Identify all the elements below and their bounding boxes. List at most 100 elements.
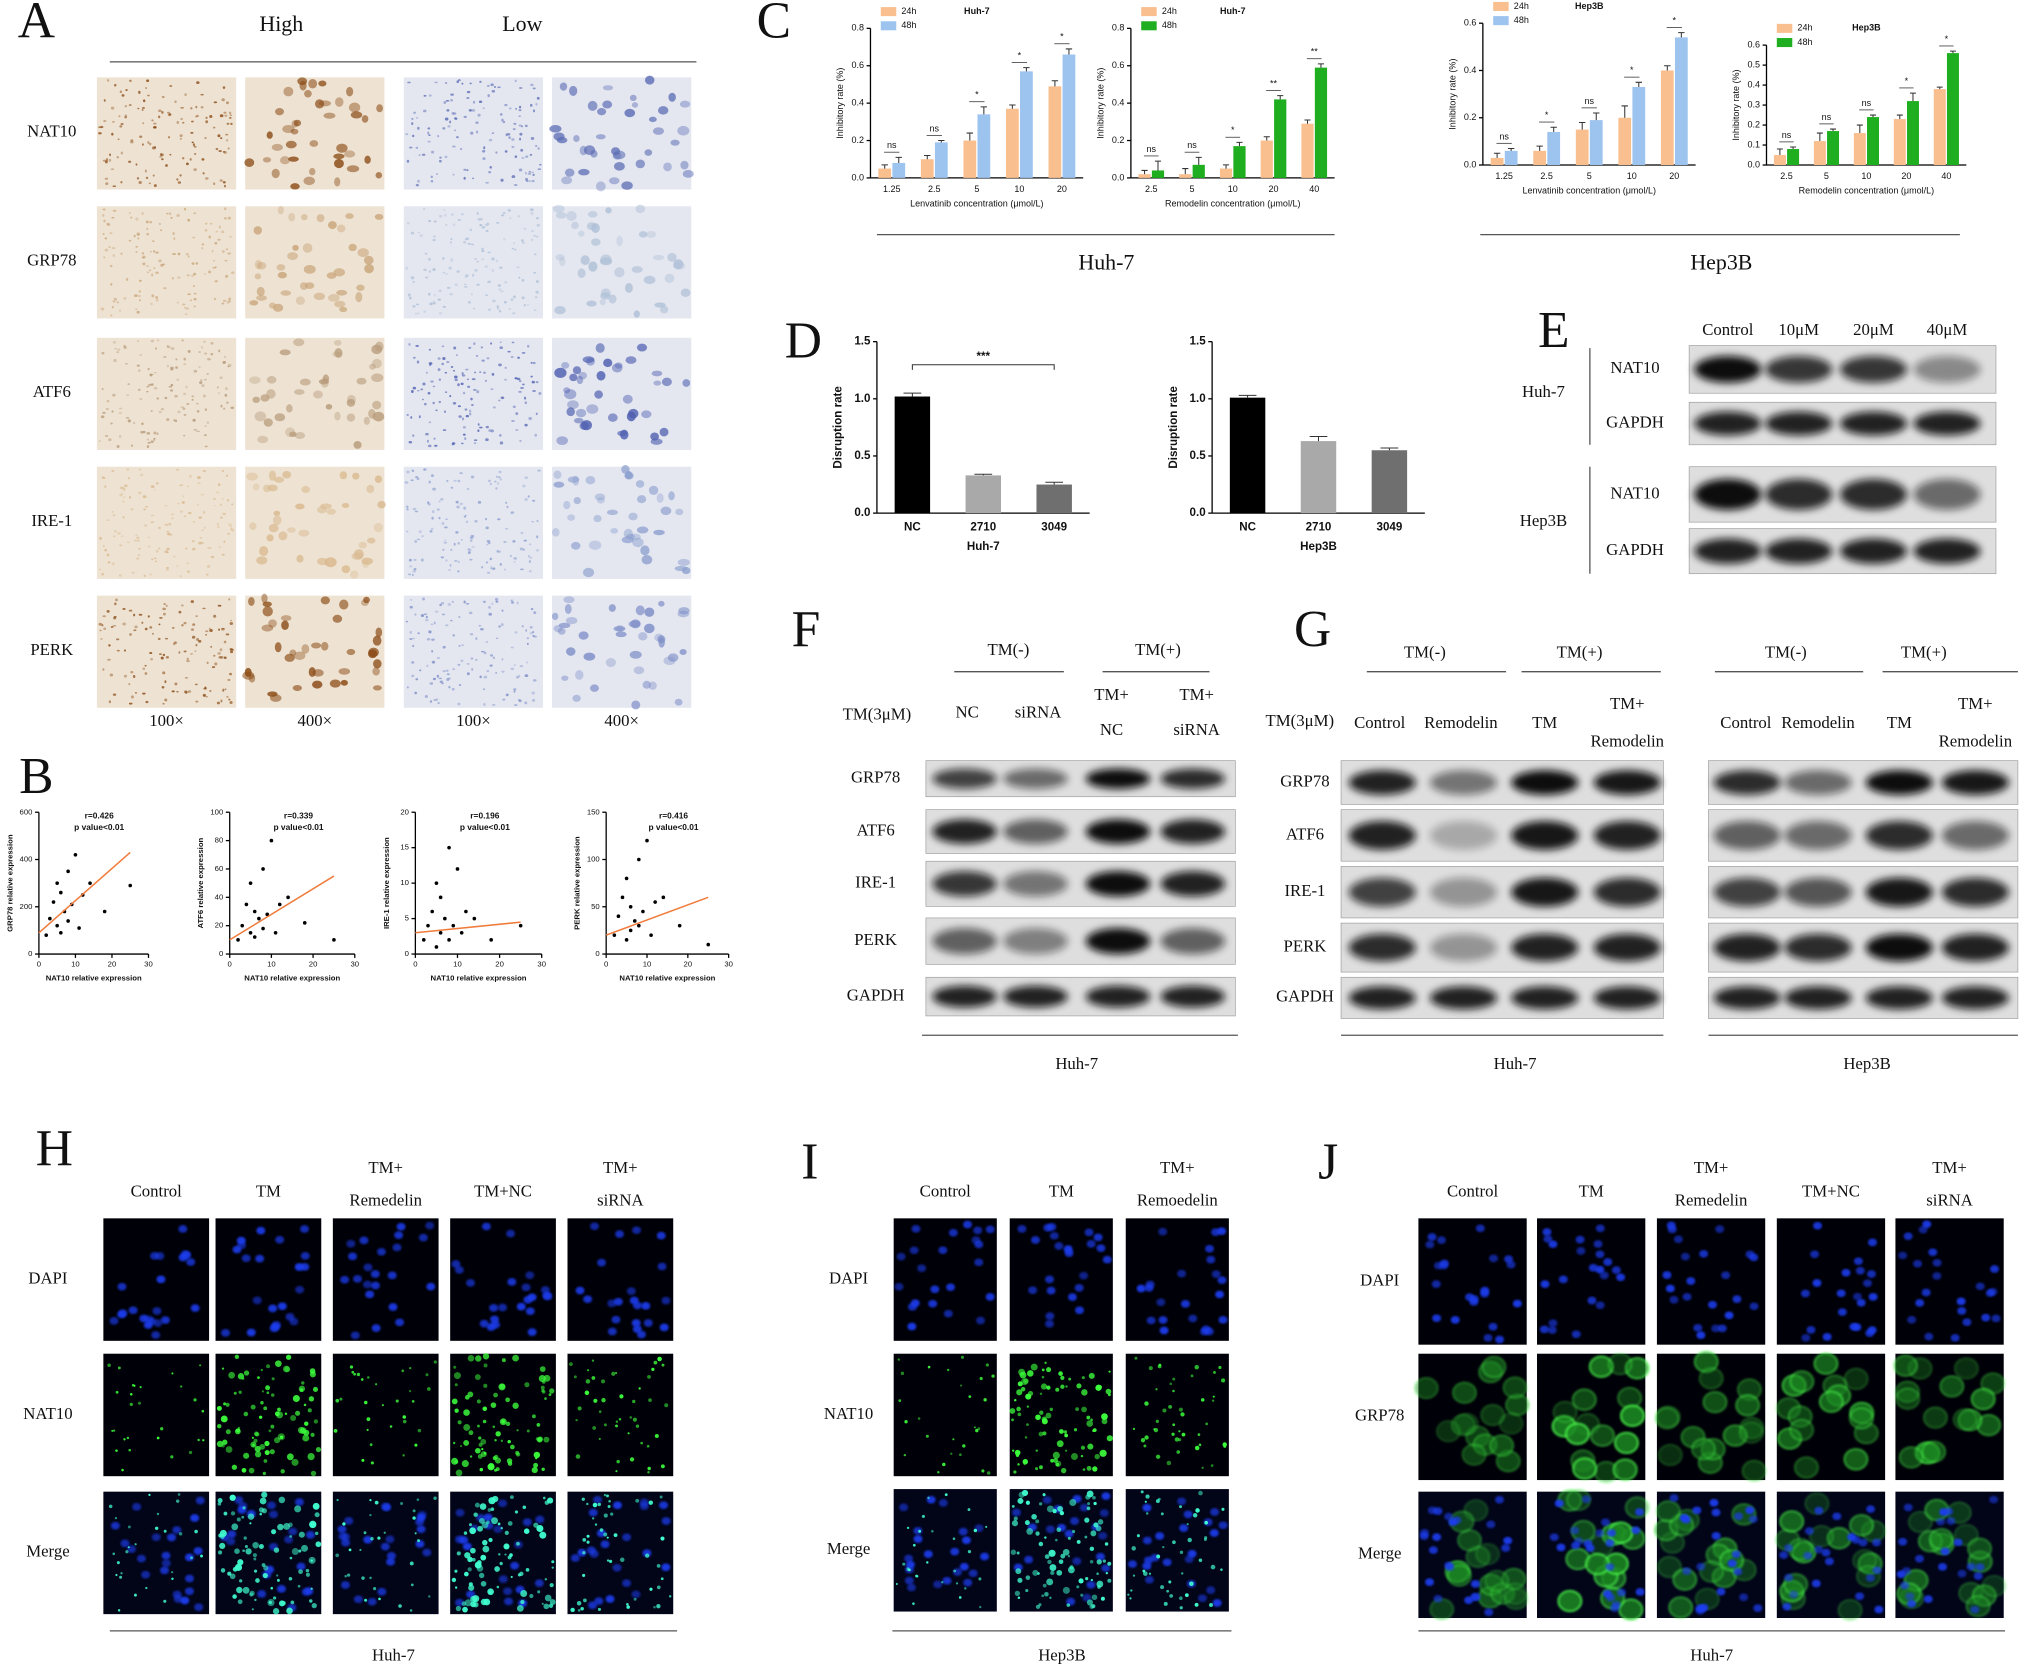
cell — [553, 470, 562, 480]
blot-band — [1348, 986, 1416, 1010]
nucleus — [1209, 1529, 1219, 1537]
cell — [418, 530, 422, 534]
signal — [1195, 1508, 1200, 1513]
cell — [485, 294, 489, 297]
cell — [600, 292, 611, 300]
cell — [641, 410, 652, 419]
cell — [217, 604, 222, 607]
signal — [202, 1439, 205, 1442]
cell — [423, 268, 427, 271]
cell — [190, 131, 194, 134]
signal — [258, 1507, 264, 1513]
ihc-image — [96, 206, 237, 319]
cell — [218, 656, 222, 659]
nucleus — [1686, 1277, 1696, 1285]
nucleus — [913, 1535, 923, 1543]
cell — [471, 667, 474, 671]
cell — [1952, 1408, 1978, 1431]
bar — [1233, 146, 1246, 178]
cell — [226, 139, 229, 142]
cell — [312, 669, 324, 677]
signal — [123, 1438, 126, 1441]
cell — [433, 699, 437, 701]
cell — [530, 607, 534, 611]
signal — [897, 1358, 901, 1361]
blot-band — [1765, 356, 1833, 383]
lane-label: NC — [1100, 720, 1123, 739]
blot-band — [1694, 411, 1762, 436]
signal — [315, 1447, 322, 1453]
cell — [441, 613, 446, 616]
cell — [440, 498, 444, 501]
signal — [1205, 1422, 1209, 1426]
cell — [490, 83, 494, 87]
cell — [531, 179, 535, 183]
cell — [292, 244, 299, 251]
signal — [479, 1572, 485, 1579]
cell — [521, 383, 525, 386]
cell — [422, 109, 427, 113]
cell — [461, 417, 465, 421]
cell — [628, 620, 641, 628]
signal — [615, 1470, 618, 1473]
cell — [201, 384, 205, 388]
cell — [424, 276, 429, 279]
signal — [335, 1398, 340, 1403]
cell — [119, 544, 123, 547]
nucleus — [1669, 1494, 1679, 1502]
cell — [146, 265, 150, 267]
signal — [176, 1499, 180, 1503]
signal — [654, 1433, 659, 1438]
nucleus — [597, 1258, 607, 1267]
cell — [441, 682, 444, 685]
signal — [473, 1512, 478, 1517]
cell — [373, 659, 382, 669]
legend-swatch — [1776, 23, 1793, 33]
cell — [229, 114, 233, 117]
x-axis-label: Remodelin concentration (μmol/L) — [1165, 198, 1300, 208]
cell — [150, 440, 154, 444]
nucleus — [1903, 1503, 1913, 1512]
signal — [1086, 1599, 1094, 1606]
point — [628, 928, 633, 933]
blot-band — [1839, 478, 1908, 510]
cell — [438, 159, 442, 163]
signal — [1017, 1412, 1022, 1417]
x-tick-label: 5 — [1587, 171, 1592, 181]
cell — [191, 262, 195, 265]
signal — [1026, 1423, 1029, 1426]
cell — [146, 94, 150, 97]
cell — [346, 413, 356, 422]
cell — [357, 248, 369, 258]
signal — [1129, 1597, 1132, 1600]
cell — [101, 387, 104, 391]
nucleus — [1696, 1562, 1706, 1571]
cell — [524, 401, 527, 405]
nucleus — [301, 1588, 311, 1596]
error-bar — [1222, 164, 1230, 169]
cell — [420, 388, 424, 391]
cell — [469, 82, 472, 85]
cell — [192, 285, 196, 287]
cell — [556, 436, 568, 446]
nucleus — [1540, 1280, 1550, 1288]
signal — [170, 1455, 174, 1459]
signal — [288, 1576, 293, 1581]
cell — [151, 558, 154, 561]
signal — [587, 1369, 590, 1372]
cell — [103, 256, 106, 259]
signal — [286, 1607, 293, 1615]
cell — [221, 628, 225, 631]
cell — [116, 156, 119, 159]
signal — [475, 1447, 481, 1454]
cell — [133, 234, 136, 238]
signal — [348, 1548, 352, 1552]
nucleus — [899, 1503, 909, 1512]
nucleus — [1575, 1235, 1585, 1244]
error-bar — [966, 132, 974, 141]
nucleus — [1611, 1266, 1621, 1274]
signal — [171, 1571, 174, 1574]
y-tick-label: 50 — [591, 902, 600, 911]
cell — [1922, 1406, 1948, 1429]
signal — [373, 1587, 377, 1591]
